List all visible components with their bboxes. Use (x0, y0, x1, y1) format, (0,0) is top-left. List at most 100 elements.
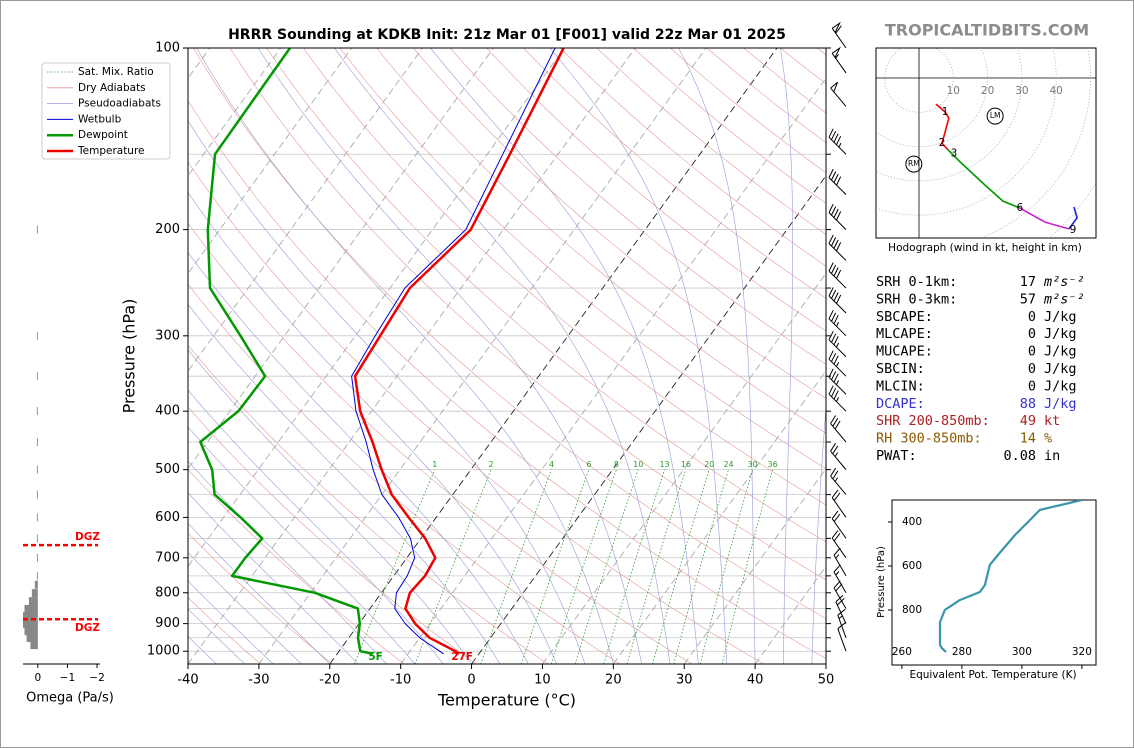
dry-adiabat (413, 48, 826, 399)
stat-label: MUCAPE: (876, 344, 933, 360)
stat-unit: J/kg (1044, 326, 1077, 342)
profiles (199, 48, 565, 656)
pseudoadiabat (188, 426, 416, 664)
omega-bar (24, 627, 38, 636)
stat-label: PWAT: (876, 448, 917, 464)
profile-line (353, 48, 565, 655)
omega-bar (28, 597, 38, 606)
stat-label: SBCIN: (876, 361, 925, 377)
x-tick-label: -20 (319, 673, 340, 688)
surface-label: 5F (368, 651, 382, 663)
storm-motion-marker (986, 107, 1004, 125)
dry-adiabat (188, 161, 764, 664)
stat-unit: J/kg (1044, 396, 1077, 412)
mixing-ratio-label: 36 (768, 460, 778, 469)
profile-line (351, 48, 556, 655)
y-axis-label: Pressure (hPa) (120, 299, 139, 414)
hodograph-ring (884, 48, 954, 113)
stat-value: 88 (1020, 396, 1036, 412)
storm-motion-label: LM (990, 111, 1001, 120)
thetae-plot (938, 500, 1083, 653)
dry-adiabat (449, 48, 826, 365)
omega-bar (36, 534, 38, 543)
x-tick-label: 40 (747, 673, 764, 688)
hodograph-ring-label: 20 (981, 85, 994, 97)
mixing-ratio-line (626, 469, 687, 664)
stat-value: 14 (1020, 431, 1036, 447)
y-tick-label: 800 (155, 585, 180, 600)
mixing-ratio-line (353, 469, 436, 664)
wind-barb (828, 128, 847, 155)
mixing-ratio-label: 30 (748, 460, 758, 469)
mixing-ratio-label: 2 (489, 460, 494, 469)
mixing-ratio-label: 1 (432, 460, 437, 469)
omega-bar (36, 553, 38, 562)
wind-barb (828, 385, 847, 412)
stat-label: DCAPE: (876, 396, 925, 412)
wind-barb (828, 310, 847, 337)
hodograph-km-label: 9 (1070, 224, 1077, 236)
stat-label: MLCAPE: (876, 326, 933, 342)
wind-barb (830, 442, 847, 470)
pseudoadiabat (188, 608, 245, 664)
mixing-ratio-label: 16 (681, 460, 691, 469)
stat-value: 0.08 (1003, 448, 1036, 464)
dry-adiabat (376, 48, 826, 434)
pseudoadiabat (188, 349, 472, 664)
wind-barb (837, 622, 847, 652)
y-tick-label: 500 (155, 462, 180, 477)
stats-block: SRH 0-1km: 17 m²s⁻² SRH 0-3km: 57 m²s⁻² SBCAPE… (876, 274, 1085, 464)
stat-label: SRH 0-3km: (876, 291, 957, 307)
pseudoadiabat (188, 252, 529, 664)
legend-label: Dry Adiabats (78, 82, 146, 94)
dry-adiabat (229, 48, 826, 581)
x-tick-label: 20 (605, 673, 622, 688)
pseudoadiabat (188, 460, 387, 664)
dry-adiabat (188, 406, 477, 664)
legend-label: Dewpoint (78, 129, 128, 141)
isotherm (258, 48, 707, 664)
y-tick-label: 100 (155, 41, 180, 56)
stat-unit: m²s⁻² (1043, 291, 1085, 307)
stat-unit: J/kg (1044, 361, 1077, 377)
omega-bar (36, 225, 38, 234)
thetae-frame (891, 499, 1097, 666)
wind-barb (828, 168, 847, 195)
stat-value: 57 (1020, 291, 1036, 307)
hodograph-ring (876, 48, 1023, 182)
isotherm (612, 370, 826, 664)
isotherm (400, 77, 826, 664)
stat-label: SRH 0-1km: (876, 274, 957, 290)
profile-line (199, 48, 373, 656)
omega-tick-label: −2 (89, 672, 104, 684)
mixing-ratio-label: 6 (586, 460, 591, 469)
omega-bar (36, 438, 38, 447)
stat-unit: m²s⁻² (1043, 274, 1085, 290)
y-tick-label: 1000 (147, 644, 180, 659)
stat-label: MLCIN: (876, 378, 925, 394)
chart-title: HRRR Sounding at KDKB Init: 21z Mar 01 [… (228, 27, 786, 43)
mixing-ratio-label: 24 (723, 460, 733, 469)
stat-value: 0 (1028, 309, 1036, 325)
hodograph-km-label: 2 (939, 137, 946, 149)
omega-bar (31, 589, 38, 598)
omega-bar (23, 611, 38, 620)
hodograph-ring-label: 40 (1050, 85, 1063, 97)
storm-motion-marker (905, 155, 923, 173)
pseudoadiabat (188, 389, 444, 664)
dry-adiabat (188, 532, 333, 664)
mixing-ratio-label: 13 (659, 460, 669, 469)
legend-label: Sat. Mix. Ratio (78, 66, 154, 78)
hodograph-km-label: 3 (951, 147, 958, 159)
mixing-ratio-label: 8 (614, 460, 619, 469)
wind-barb (828, 350, 847, 377)
isotherm (542, 272, 826, 664)
dry-adiabat (188, 344, 549, 664)
thetae-y-tick-label: 400 (902, 516, 922, 528)
omega-bar (36, 407, 38, 416)
hodograph-ring-label: 10 (947, 85, 960, 97)
pseudoadiabat (188, 492, 359, 664)
hodograph-km-label: 1 (942, 106, 949, 118)
pseudoadiabat (430, 48, 699, 664)
